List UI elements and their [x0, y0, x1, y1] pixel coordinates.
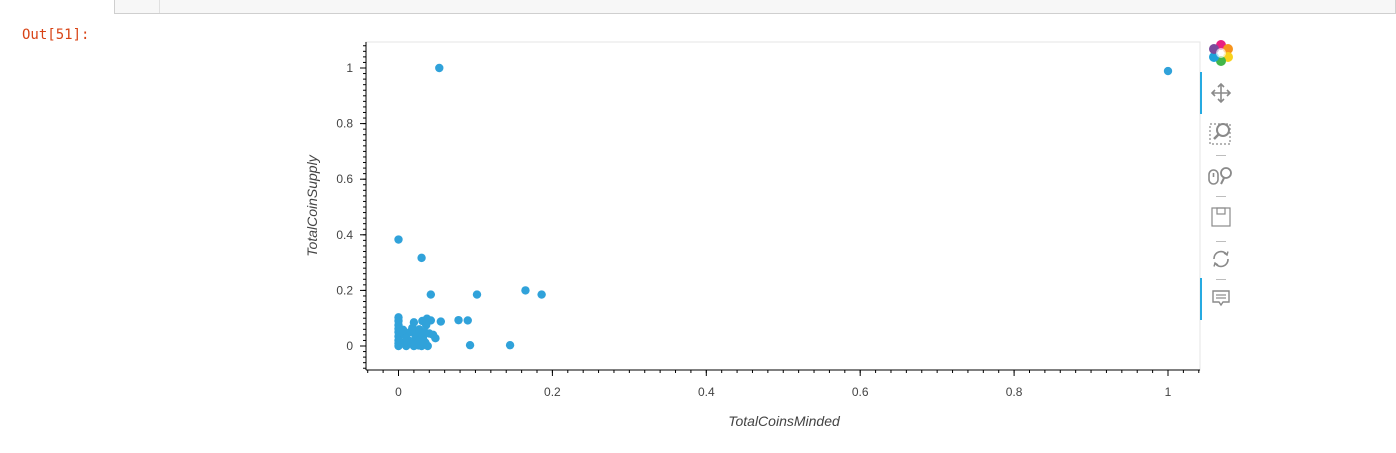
data-point	[431, 334, 440, 343]
data-point	[472, 290, 482, 299]
x-tick-label: 0.2	[544, 385, 561, 399]
x-tick-label: 0.4	[698, 385, 715, 399]
y-tick-label: 0.8	[336, 117, 353, 131]
plot-frame	[365, 41, 1201, 371]
data-point	[419, 336, 429, 346]
cell-gutter	[159, 0, 160, 13]
x-tick-label: 0.6	[852, 385, 869, 399]
save-icon	[1211, 207, 1231, 227]
data-point	[537, 290, 546, 299]
x-tick-label: 0	[395, 385, 402, 399]
y-tick-label: 0.6	[336, 172, 353, 186]
x-tick-label: 0.8	[1006, 385, 1023, 399]
data-point	[505, 340, 515, 350]
data-point	[417, 253, 426, 263]
y-tick-label: 0.4	[336, 228, 353, 242]
wheel-zoom-tool-button[interactable]	[1204, 161, 1238, 191]
data-point	[436, 317, 446, 326]
box-zoom-icon	[1209, 123, 1231, 145]
save-tool-button[interactable]	[1204, 202, 1238, 232]
y-axis-title: TotalCoinSupply	[304, 154, 320, 256]
data-point	[435, 63, 444, 73]
data-point	[465, 340, 475, 350]
data-point	[394, 235, 403, 244]
plot-toolbar	[1200, 38, 1240, 328]
x-axis-title: TotalCoinsMinded	[728, 413, 841, 429]
data-point	[426, 316, 436, 325]
y-tick-label: 0.2	[336, 283, 353, 297]
data-point	[521, 286, 530, 295]
x-tick-label: 1	[1165, 385, 1172, 399]
data-point	[398, 325, 408, 335]
y-tick-label: 0	[346, 339, 353, 353]
data-point	[454, 315, 463, 325]
data-point	[401, 333, 411, 342]
output-prompt: Out[51]:	[22, 27, 90, 43]
y-tick-label: 1	[346, 61, 353, 75]
data-point	[1163, 66, 1173, 76]
pan-icon	[1210, 82, 1232, 104]
pan-tool-button[interactable]	[1200, 72, 1238, 114]
data-point	[426, 290, 436, 299]
hover-tool-button[interactable]	[1200, 278, 1238, 320]
wheel-zoom-icon	[1208, 167, 1232, 185]
data-point	[463, 316, 472, 325]
data-point	[408, 323, 417, 333]
reset-tool-button[interactable]	[1204, 244, 1238, 274]
box-zoom-tool-button[interactable]	[1204, 118, 1238, 148]
bokeh-logo-icon[interactable]	[1204, 38, 1238, 68]
hover-icon	[1212, 290, 1230, 307]
reset-icon	[1213, 250, 1229, 268]
